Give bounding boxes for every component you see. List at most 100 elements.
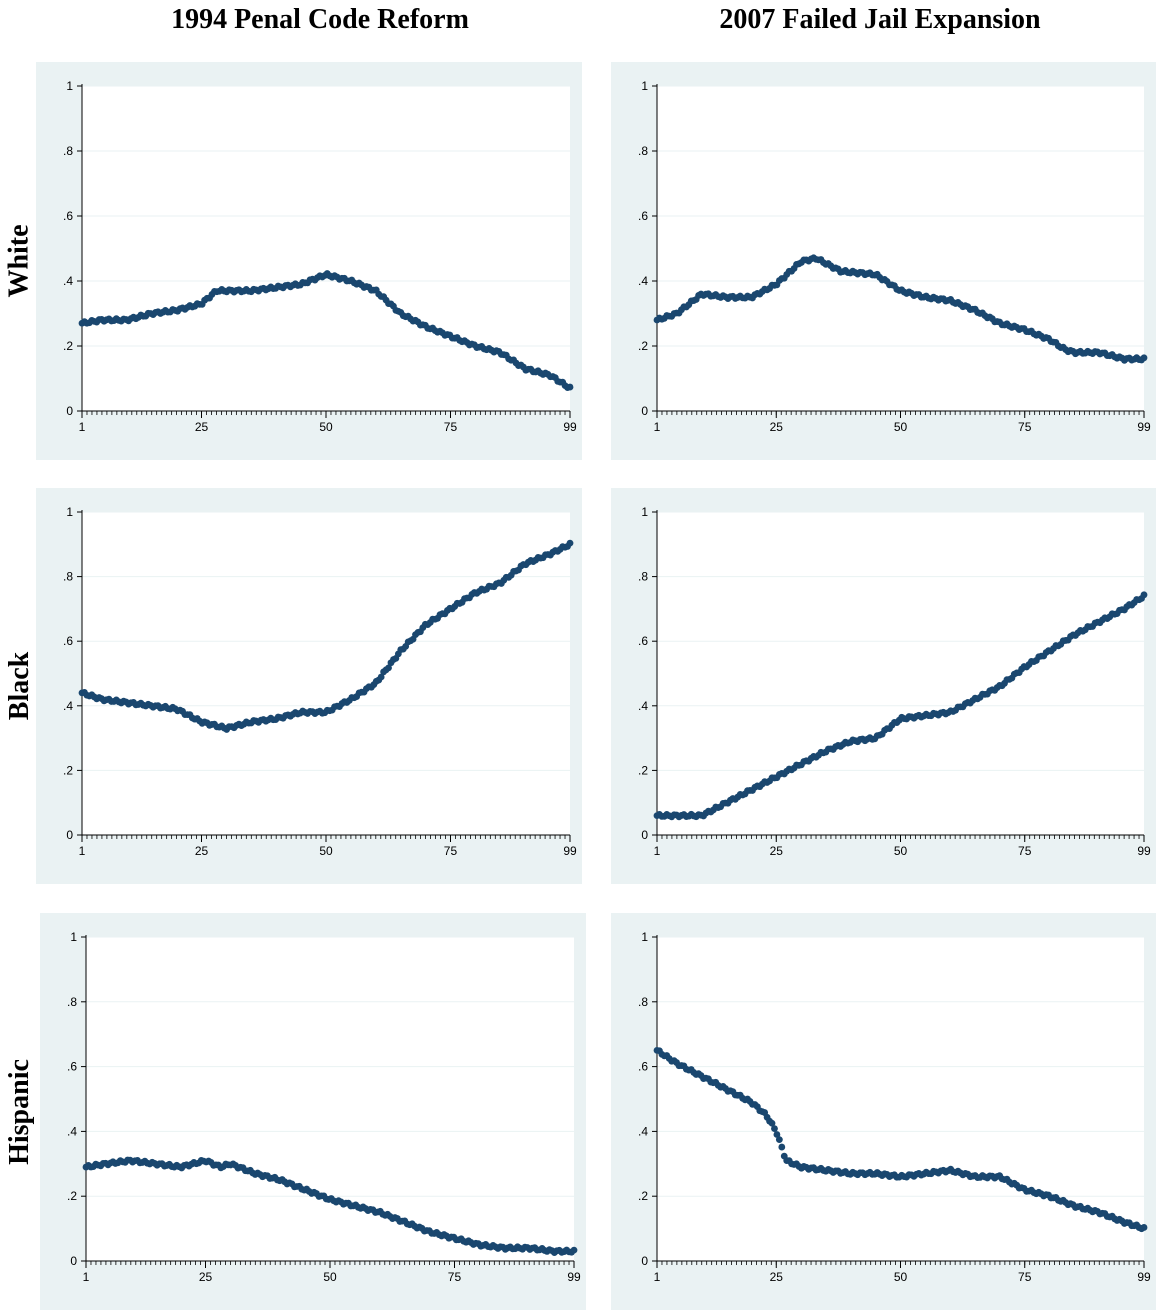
x-tick-label: 1 bbox=[654, 1270, 661, 1284]
y-tick-label: .2 bbox=[638, 339, 648, 353]
x-tick-label: 75 bbox=[1018, 1270, 1032, 1284]
y-tick-label: .8 bbox=[638, 144, 648, 158]
column-title-2007: 2007 Failed Jail Expansion bbox=[719, 4, 1041, 35]
y-tick-label: .4 bbox=[638, 1124, 648, 1138]
y-tick-label: 0 bbox=[641, 1254, 648, 1268]
y-tick-label: .8 bbox=[67, 995, 77, 1009]
row-title-white: White bbox=[0, 62, 40, 460]
data-point bbox=[775, 1136, 783, 1143]
row-title-black-text: Black bbox=[4, 651, 35, 721]
data-point bbox=[1140, 354, 1148, 362]
x-tick-label: 25 bbox=[195, 844, 209, 858]
x-tick-label: 75 bbox=[1018, 844, 1032, 858]
y-tick-label: .4 bbox=[67, 1124, 77, 1138]
plot-svg: 0 .2 .4 .6 .8 1 1 25 50 75 99 bbox=[63, 505, 577, 858]
plot-svg: 0 .2 .4 .6 .8 1 1 25 50 75 99 bbox=[638, 79, 1151, 434]
x-tick-label: 25 bbox=[770, 420, 784, 434]
data-point bbox=[768, 1119, 776, 1127]
plot-area bbox=[82, 512, 570, 835]
panel-white-2007: 0 .2 .4 .6 .8 1 1 25 50 75 99 bbox=[611, 62, 1156, 460]
data-point bbox=[566, 383, 574, 391]
x-tick-label: 50 bbox=[894, 420, 908, 434]
data-point bbox=[1140, 591, 1148, 599]
y-tick-label: .2 bbox=[67, 1189, 77, 1203]
x-tick-label: 25 bbox=[770, 844, 784, 858]
data-point bbox=[773, 1131, 781, 1138]
x-tick-label: 50 bbox=[319, 844, 333, 858]
data-point bbox=[778, 1143, 786, 1151]
row-title-hispanic: Hispanic bbox=[0, 913, 40, 1310]
y-tick-label: .2 bbox=[638, 1189, 648, 1203]
data-point bbox=[771, 1125, 778, 1132]
x-tick-label: 1 bbox=[79, 420, 86, 434]
y-tick-label: .2 bbox=[63, 763, 73, 777]
x-tick-label: 99 bbox=[1137, 844, 1151, 858]
y-tick-label: 0 bbox=[641, 828, 648, 842]
x-tick-label: 75 bbox=[444, 844, 458, 858]
y-tick-label: 1 bbox=[641, 505, 648, 519]
panel-black-1994: 0 .2 .4 .6 .8 1 1 25 50 75 99 bbox=[36, 488, 582, 884]
y-tick-label: .6 bbox=[638, 209, 648, 223]
y-tick-label: .2 bbox=[638, 763, 648, 777]
y-tick-label: .2 bbox=[63, 339, 73, 353]
y-tick-label: .6 bbox=[63, 209, 73, 223]
x-tick-label: 75 bbox=[1018, 420, 1032, 434]
x-tick-label: 25 bbox=[770, 1270, 784, 1284]
panel-hispanic-1994: 0 .2 .4 .6 .8 1 1 25 50 75 99 bbox=[40, 913, 586, 1310]
y-tick-label: 1 bbox=[641, 79, 648, 93]
y-tick-label: 1 bbox=[70, 930, 77, 944]
data-point bbox=[570, 1246, 578, 1254]
x-tick-label: 99 bbox=[1137, 420, 1151, 434]
plot-svg: 0 .2 .4 .6 .8 1 1 25 50 75 99 bbox=[638, 505, 1151, 858]
y-tick-label: .4 bbox=[63, 274, 73, 288]
y-tick-label: 0 bbox=[66, 404, 73, 418]
data-point bbox=[566, 539, 574, 547]
x-tick-label: 75 bbox=[448, 1270, 462, 1284]
row-title-black: Black bbox=[0, 488, 40, 884]
x-tick-label: 99 bbox=[563, 420, 577, 434]
y-tick-label: .8 bbox=[638, 995, 648, 1009]
plot-area bbox=[86, 937, 574, 1261]
y-tick-label: .8 bbox=[63, 570, 73, 584]
x-tick-label: 25 bbox=[199, 1270, 213, 1284]
x-tick-label: 99 bbox=[1137, 1270, 1151, 1284]
x-tick-label: 50 bbox=[894, 844, 908, 858]
y-tick-label: .4 bbox=[638, 699, 648, 713]
y-tick-label: .4 bbox=[63, 699, 73, 713]
x-tick-label: 75 bbox=[444, 420, 458, 434]
x-tick-label: 1 bbox=[654, 420, 661, 434]
plot-area bbox=[82, 86, 570, 411]
data-point bbox=[377, 673, 385, 681]
panel-hispanic-2007: 0 .2 .4 .6 .8 1 1 25 50 75 99 bbox=[611, 913, 1156, 1310]
panel-white-1994: 0 .2 .4 .6 .8 1 1 25 50 75 99 bbox=[36, 62, 582, 460]
y-tick-label: 0 bbox=[70, 1254, 77, 1268]
plot-svg: 0 .2 .4 .6 .8 1 1 25 50 75 99 bbox=[67, 930, 581, 1284]
y-tick-label: 0 bbox=[66, 828, 73, 842]
x-tick-label: 1 bbox=[83, 1270, 90, 1284]
column-title-1994: 1994 Penal Code Reform bbox=[171, 4, 469, 35]
plot-svg: 0 .2 .4 .6 .8 1 1 25 50 75 99 bbox=[63, 79, 577, 434]
row-title-white-text: White bbox=[4, 224, 36, 298]
row-title-hispanic-text: Hispanic bbox=[4, 1058, 35, 1165]
y-tick-label: 1 bbox=[66, 505, 73, 519]
plot-area bbox=[657, 512, 1144, 835]
x-tick-label: 50 bbox=[323, 1270, 337, 1284]
plot-area bbox=[657, 86, 1144, 411]
panel-black-2007: 0 .2 .4 .6 .8 1 1 25 50 75 99 bbox=[611, 488, 1156, 884]
y-tick-label: .6 bbox=[638, 1060, 648, 1074]
data-point bbox=[1140, 1224, 1148, 1231]
y-tick-label: .6 bbox=[638, 634, 648, 648]
x-tick-label: 25 bbox=[195, 420, 209, 434]
plot-svg: 0 .2 .4 .6 .8 1 1 25 50 75 99 bbox=[638, 930, 1151, 1284]
plot-area bbox=[657, 937, 1144, 1261]
y-tick-label: .8 bbox=[63, 144, 73, 158]
y-tick-label: .4 bbox=[638, 274, 648, 288]
x-tick-label: 99 bbox=[567, 1270, 581, 1284]
y-tick-label: .8 bbox=[638, 570, 648, 584]
y-tick-label: 0 bbox=[641, 404, 648, 418]
x-tick-label: 1 bbox=[654, 844, 661, 858]
y-tick-label: .6 bbox=[63, 634, 73, 648]
x-tick-label: 1 bbox=[79, 844, 86, 858]
y-tick-label: .6 bbox=[67, 1060, 77, 1074]
x-tick-label: 50 bbox=[319, 420, 333, 434]
